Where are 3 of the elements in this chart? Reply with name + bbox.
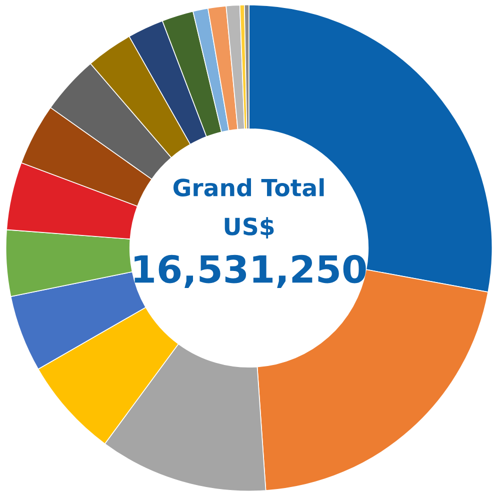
text: Grand Total [173, 178, 324, 196]
text: 16,531,250 [134, 254, 366, 288]
text: US$ [224, 217, 274, 239]
